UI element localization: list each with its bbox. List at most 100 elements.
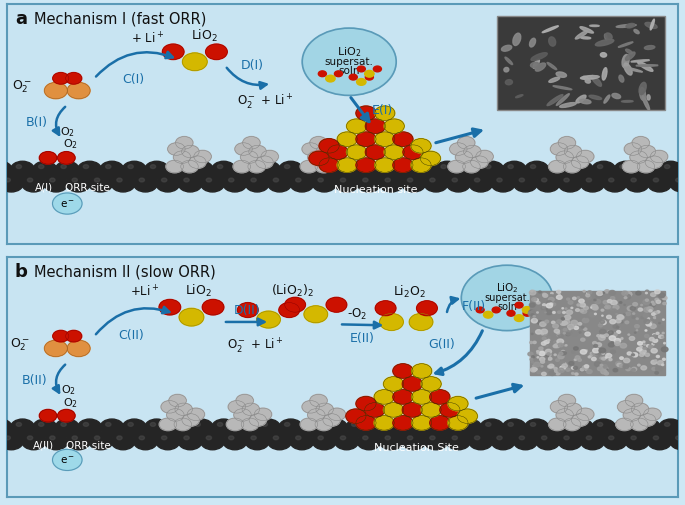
Circle shape	[364, 71, 374, 78]
Ellipse shape	[624, 68, 643, 73]
Circle shape	[647, 318, 649, 320]
Circle shape	[519, 436, 525, 440]
Circle shape	[548, 363, 553, 366]
Circle shape	[551, 303, 556, 307]
Circle shape	[580, 433, 605, 450]
Circle shape	[356, 133, 376, 147]
Ellipse shape	[638, 63, 653, 72]
Ellipse shape	[640, 88, 645, 101]
Circle shape	[77, 419, 101, 436]
Circle shape	[365, 120, 386, 134]
Circle shape	[655, 290, 660, 294]
Circle shape	[357, 175, 381, 192]
Circle shape	[365, 145, 386, 160]
Circle shape	[644, 320, 650, 324]
Circle shape	[681, 162, 685, 179]
Circle shape	[50, 179, 55, 183]
Circle shape	[546, 311, 552, 315]
Circle shape	[357, 433, 381, 450]
Circle shape	[565, 308, 567, 310]
Text: (LiO$_2$)$_2$: (LiO$_2$)$_2$	[271, 282, 314, 298]
Text: e$^-$: e$^-$	[60, 198, 75, 210]
Circle shape	[486, 165, 491, 169]
Circle shape	[595, 294, 601, 298]
Circle shape	[655, 299, 658, 301]
Ellipse shape	[636, 66, 658, 67]
Circle shape	[318, 436, 323, 440]
Circle shape	[653, 436, 658, 440]
Circle shape	[595, 351, 601, 355]
Circle shape	[564, 363, 566, 365]
Text: ORR site: ORR site	[65, 182, 110, 192]
Circle shape	[597, 423, 603, 427]
Circle shape	[541, 332, 547, 336]
Circle shape	[606, 370, 608, 371]
Circle shape	[393, 364, 413, 378]
Circle shape	[531, 291, 533, 292]
Circle shape	[267, 175, 292, 192]
Ellipse shape	[530, 39, 536, 48]
Circle shape	[530, 165, 536, 169]
Circle shape	[593, 307, 598, 311]
Circle shape	[624, 297, 627, 299]
Circle shape	[568, 325, 574, 329]
Circle shape	[600, 358, 603, 360]
Circle shape	[117, 179, 122, 183]
Circle shape	[300, 418, 318, 431]
Circle shape	[458, 162, 482, 179]
Circle shape	[659, 326, 664, 330]
Text: G(II): G(II)	[429, 337, 456, 350]
Circle shape	[636, 419, 660, 436]
Circle shape	[362, 436, 368, 440]
Text: LiO$_2$: LiO$_2$	[337, 45, 362, 59]
Circle shape	[100, 162, 124, 179]
Circle shape	[379, 433, 403, 450]
Circle shape	[312, 433, 336, 450]
Circle shape	[421, 152, 440, 166]
Circle shape	[469, 433, 493, 450]
Circle shape	[659, 323, 660, 324]
Circle shape	[640, 349, 646, 354]
Ellipse shape	[543, 27, 558, 33]
Circle shape	[356, 107, 376, 121]
Ellipse shape	[622, 56, 629, 69]
Circle shape	[128, 165, 134, 169]
Circle shape	[10, 419, 34, 436]
Circle shape	[578, 323, 582, 326]
Circle shape	[458, 419, 482, 436]
Circle shape	[564, 179, 569, 183]
Circle shape	[616, 418, 633, 431]
Text: F(II): F(II)	[461, 299, 486, 312]
Circle shape	[39, 153, 57, 165]
Circle shape	[587, 293, 589, 295]
Circle shape	[166, 409, 184, 421]
Circle shape	[614, 419, 638, 436]
Circle shape	[580, 310, 584, 313]
Circle shape	[351, 423, 357, 427]
Circle shape	[234, 419, 258, 436]
Circle shape	[670, 433, 685, 450]
Circle shape	[565, 345, 567, 346]
Circle shape	[564, 161, 581, 173]
Circle shape	[642, 423, 647, 427]
Circle shape	[471, 157, 488, 169]
Circle shape	[390, 162, 414, 179]
Circle shape	[356, 416, 376, 430]
Circle shape	[571, 367, 575, 370]
Circle shape	[569, 329, 571, 330]
Circle shape	[655, 372, 658, 374]
Circle shape	[240, 423, 245, 427]
Ellipse shape	[604, 96, 610, 104]
Circle shape	[564, 418, 581, 431]
Circle shape	[651, 295, 653, 296]
Ellipse shape	[645, 46, 655, 51]
Circle shape	[566, 311, 573, 315]
Circle shape	[349, 75, 358, 81]
Circle shape	[593, 352, 598, 356]
Circle shape	[583, 368, 586, 371]
Circle shape	[664, 165, 670, 169]
Circle shape	[105, 165, 111, 169]
Circle shape	[643, 300, 649, 305]
Circle shape	[202, 300, 224, 315]
Text: O$_2^-$: O$_2^-$	[12, 78, 32, 95]
